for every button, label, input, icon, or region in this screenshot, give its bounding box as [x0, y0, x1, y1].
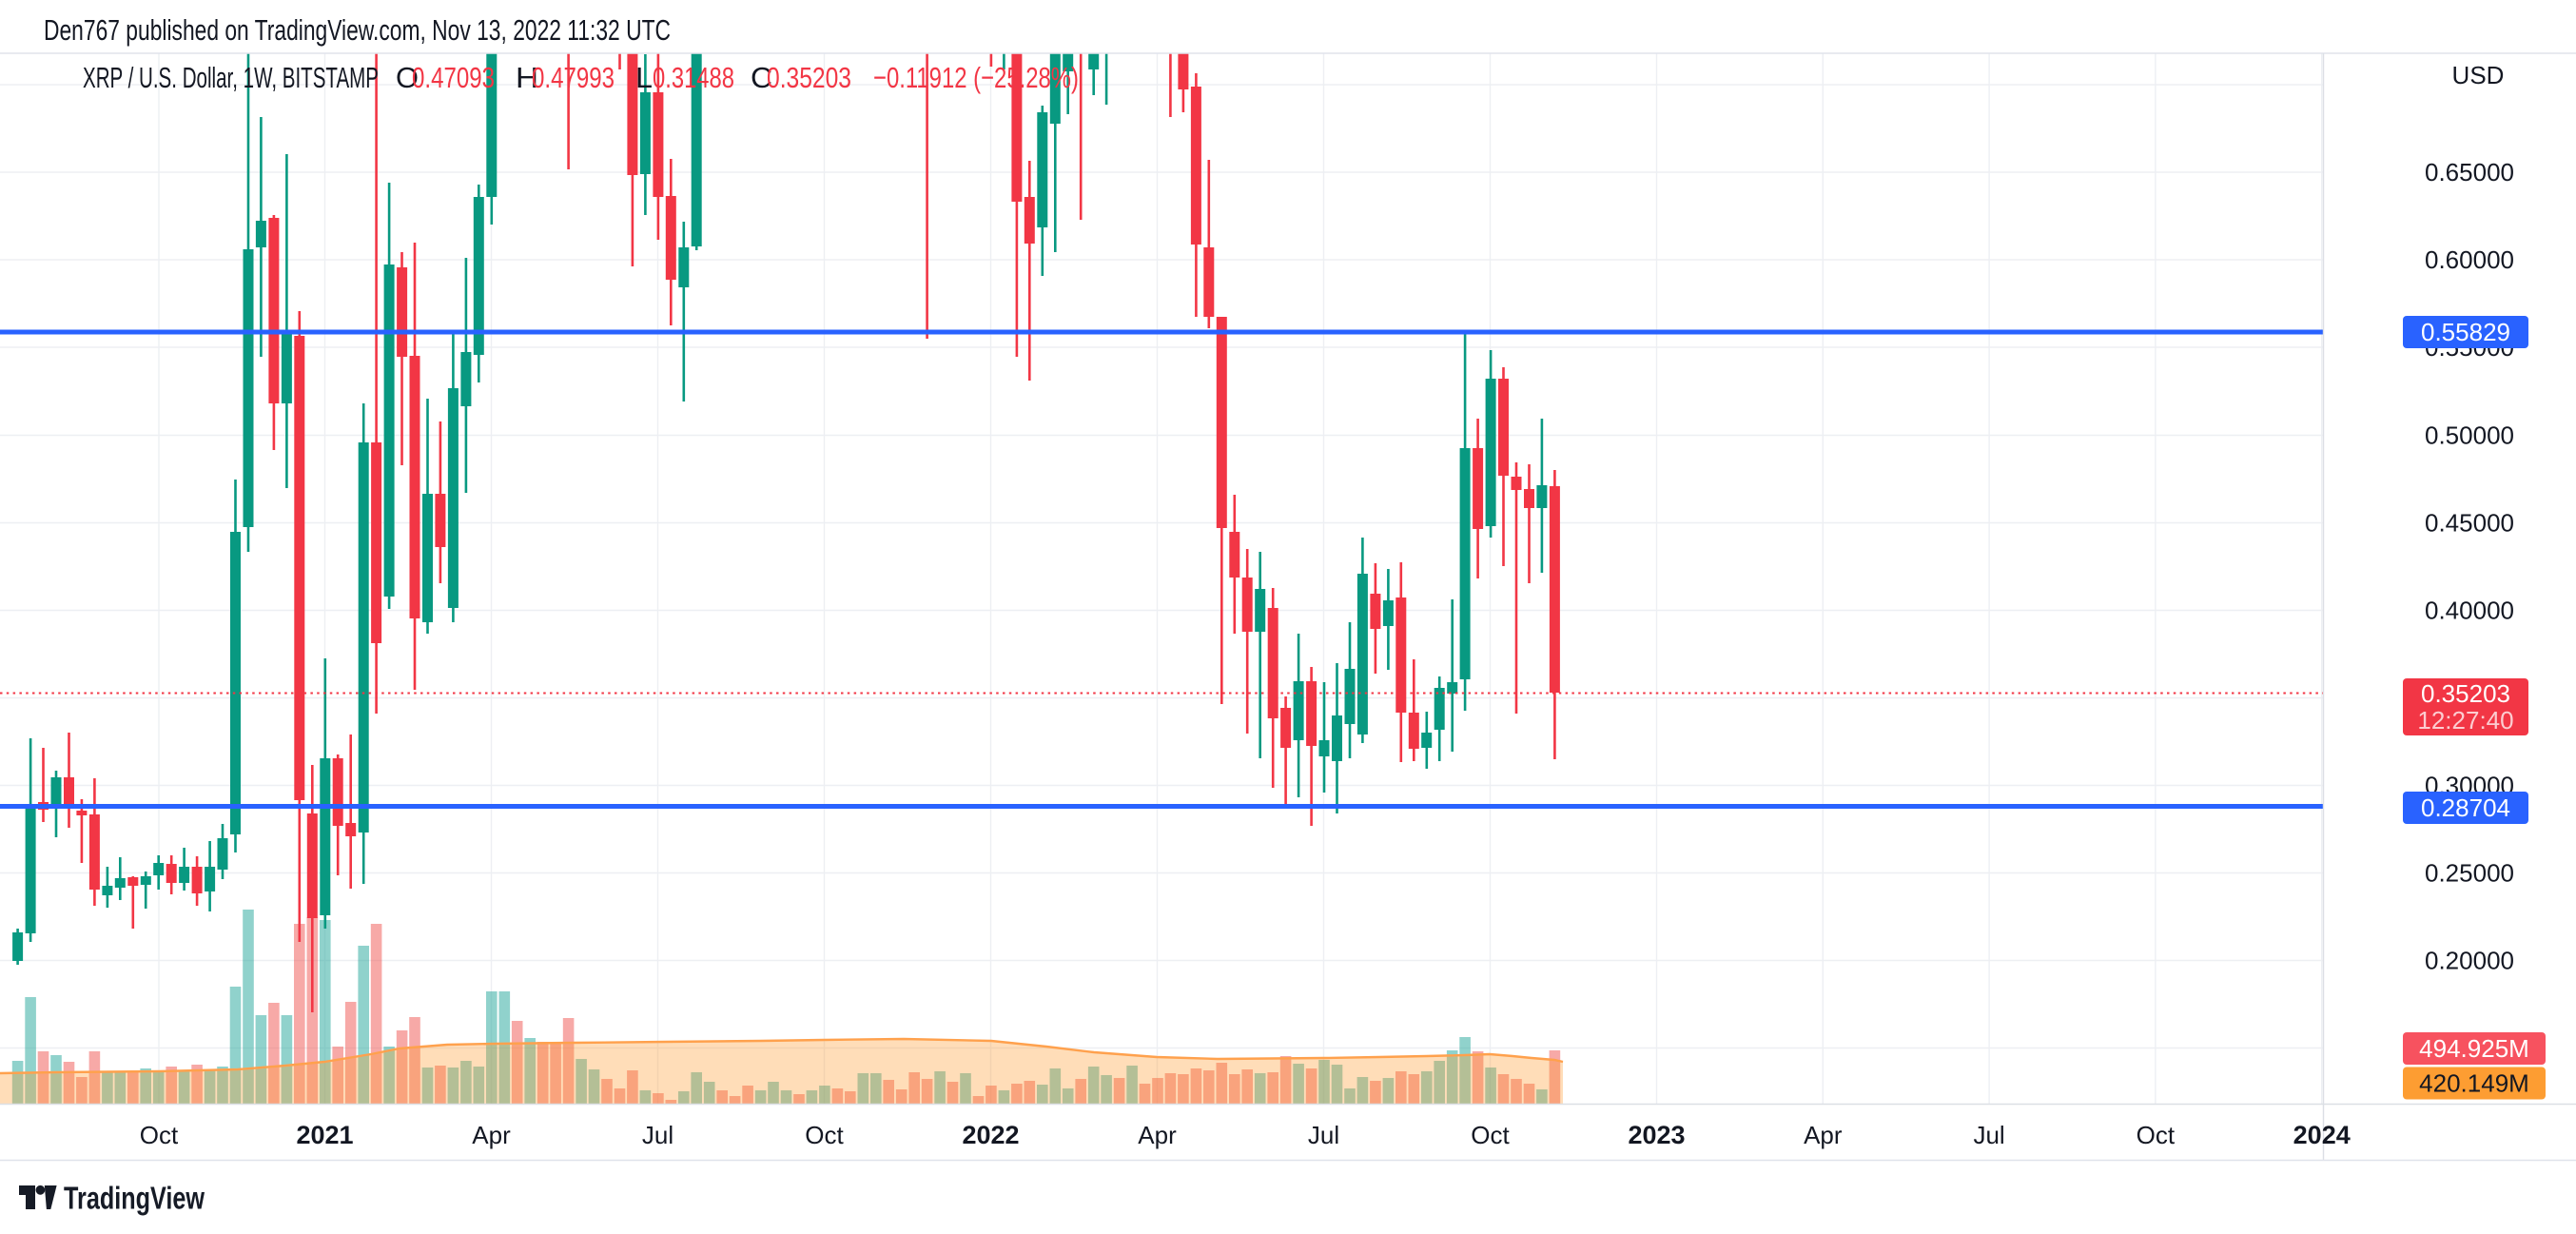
svg-text:Apr: Apr: [1138, 1121, 1177, 1149]
svg-text:2024: 2024: [2293, 1121, 2351, 1149]
svg-text:Apr: Apr: [1804, 1121, 1843, 1149]
svg-text:0.28704: 0.28704: [2421, 793, 2510, 822]
svg-text:12:27:40: 12:27:40: [2417, 706, 2513, 735]
svg-text:O: O: [396, 61, 419, 94]
svg-text:Jul: Jul: [1973, 1121, 2004, 1149]
svg-text:2021: 2021: [296, 1121, 353, 1149]
svg-text:0.60000: 0.60000: [2425, 245, 2514, 274]
svg-text:Oct: Oct: [2137, 1121, 2176, 1149]
svg-text:Apr: Apr: [472, 1121, 511, 1149]
svg-text:Oct: Oct: [1471, 1121, 1510, 1149]
svg-text:0.35203: 0.35203: [2421, 679, 2510, 708]
svg-text:XRP / U.S. Dollar, 1W, BITSTAM: XRP / U.S. Dollar, 1W, BITSTAMP: [83, 61, 379, 94]
svg-text:494.925M: 494.925M: [2419, 1034, 2529, 1063]
svg-text:Jul: Jul: [1308, 1121, 1339, 1149]
svg-text:2023: 2023: [1628, 1121, 1685, 1149]
svg-text:0.47993: 0.47993: [532, 61, 615, 94]
svg-text:−0.11912 (−25.28%): −0.11912 (−25.28%): [873, 61, 1079, 94]
svg-text:0.47093: 0.47093: [412, 61, 495, 94]
svg-text:420.149M: 420.149M: [2419, 1069, 2529, 1098]
svg-text:USD: USD: [2452, 61, 2505, 89]
svg-text:0.40000: 0.40000: [2425, 597, 2514, 625]
svg-text:0.25000: 0.25000: [2425, 859, 2514, 888]
svg-text:Den767 published on TradingVie: Den767 published on TradingView.com, Nov…: [44, 13, 671, 47]
svg-text:0.31488: 0.31488: [653, 61, 734, 94]
svg-text:0.65000: 0.65000: [2425, 158, 2514, 186]
svg-text:0.50000: 0.50000: [2425, 421, 2514, 450]
svg-text:H: H: [516, 61, 538, 94]
svg-text:0.55829: 0.55829: [2421, 318, 2510, 346]
svg-text:0.35203: 0.35203: [767, 61, 851, 94]
svg-text:Oct: Oct: [805, 1121, 844, 1149]
svg-text:L: L: [635, 61, 653, 94]
svg-text:C: C: [751, 61, 772, 94]
svg-text:0.20000: 0.20000: [2425, 947, 2514, 975]
svg-text:Oct: Oct: [140, 1121, 179, 1149]
svg-text:Jul: Jul: [642, 1121, 673, 1149]
svg-text:2022: 2022: [962, 1121, 1019, 1149]
svg-text:0.45000: 0.45000: [2425, 509, 2514, 538]
svg-text:TradingView: TradingView: [64, 1181, 205, 1216]
